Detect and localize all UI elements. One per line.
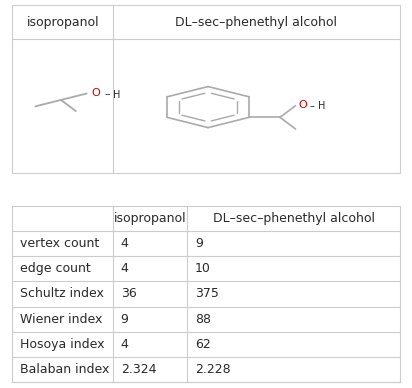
Text: 2.324: 2.324 [121,363,156,376]
Text: – H: – H [310,101,325,111]
Text: Wiener index: Wiener index [20,313,102,326]
Text: 62: 62 [195,338,211,351]
Text: 10: 10 [195,262,211,275]
Text: 4: 4 [121,262,129,275]
Text: isopropanol: isopropanol [114,212,187,225]
Text: Balaban index: Balaban index [20,363,109,376]
Text: vertex count: vertex count [20,237,99,250]
FancyBboxPatch shape [12,5,400,173]
Text: H: H [113,90,121,100]
Text: 4: 4 [121,338,129,351]
Text: O: O [91,88,101,98]
Text: 9: 9 [195,237,203,250]
Text: isopropanol: isopropanol [26,16,99,29]
Text: 88: 88 [195,313,211,326]
Text: 375: 375 [195,288,219,300]
Text: –: – [105,89,110,99]
Text: DL–sec–phenethyl alcohol: DL–sec–phenethyl alcohol [213,212,375,225]
Text: 9: 9 [121,313,129,326]
Text: edge count: edge count [20,262,91,275]
FancyBboxPatch shape [12,206,400,382]
Text: 2.228: 2.228 [195,363,230,376]
Text: 4: 4 [121,237,129,250]
Text: DL–sec–phenethyl alcohol: DL–sec–phenethyl alcohol [176,16,337,29]
Text: Hosoya index: Hosoya index [20,338,104,351]
Text: O: O [299,100,307,110]
Text: Schultz index: Schultz index [20,288,104,300]
Text: 36: 36 [121,288,136,300]
